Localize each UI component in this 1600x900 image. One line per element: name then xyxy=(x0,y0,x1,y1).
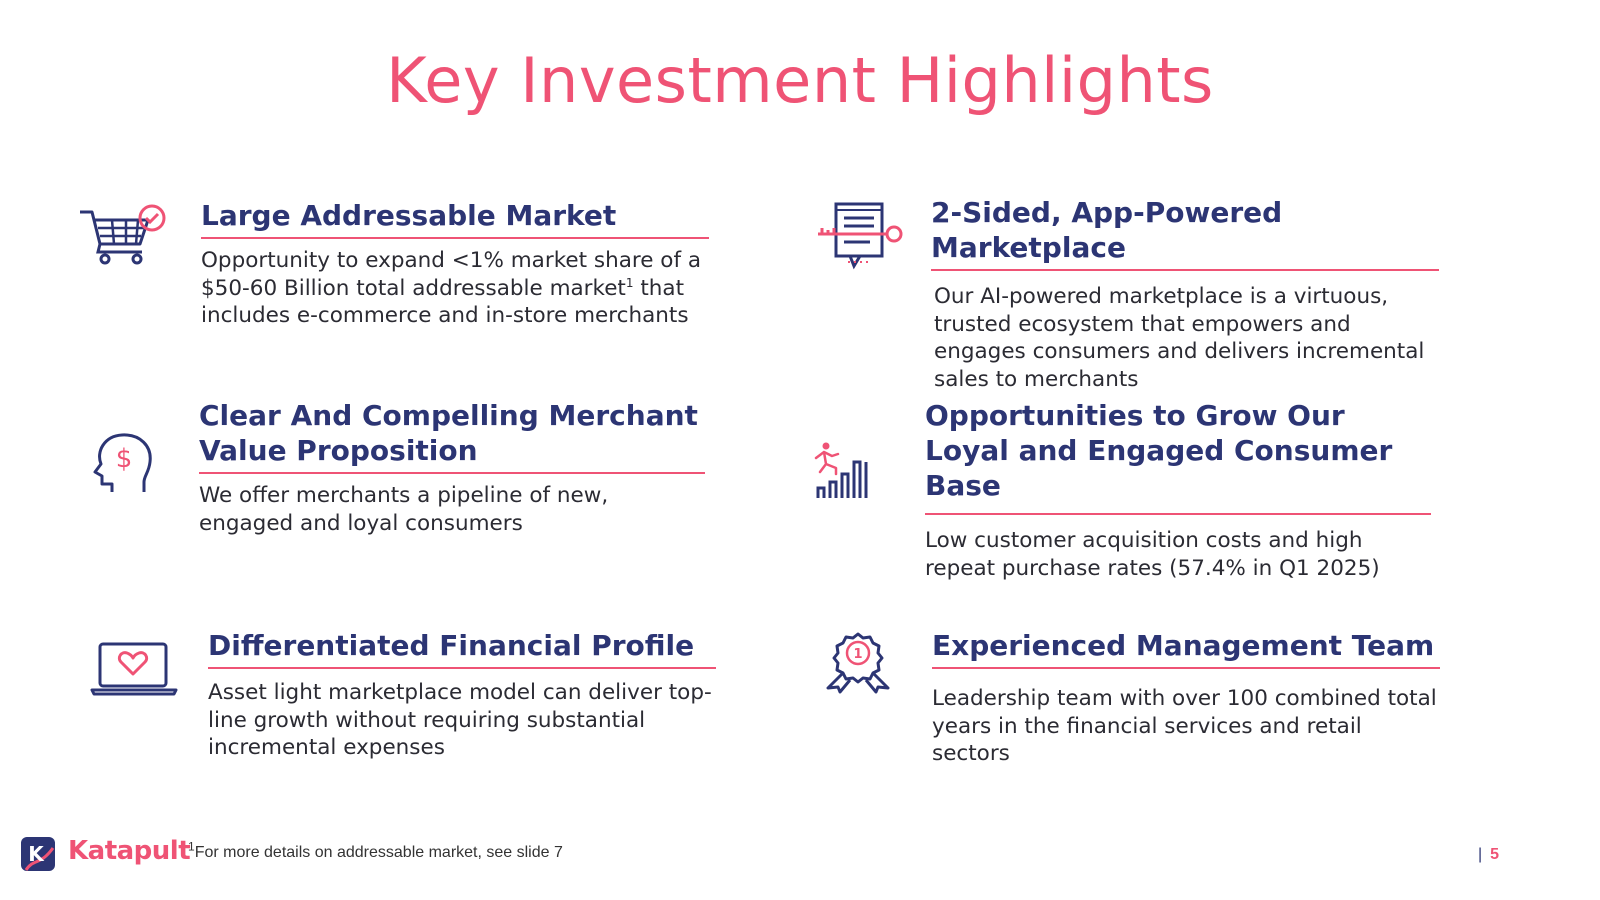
highlight-body: Low customer acquisition costs and high … xyxy=(925,528,1380,581)
body-text: Opportunity to expand <1% market share o… xyxy=(201,248,702,301)
growth-runner-icon xyxy=(812,440,874,502)
highlight-heading: Differentiated Financial Profile xyxy=(208,628,716,669)
body-text: that includes e-commerce and in-store me… xyxy=(201,275,689,329)
highlight-merchant-value-proposition: Clear And Compelling Merchant Value Prop… xyxy=(199,398,705,537)
highlight-body: Our AI-powered marketplace is a virtuous… xyxy=(934,284,1425,392)
footnote-marker: 1 xyxy=(188,839,195,854)
svg-text:$: $ xyxy=(116,444,133,474)
highlight-heading: Experienced Management Team xyxy=(932,628,1440,669)
highlight-body: Leadership team with over 100 combined t… xyxy=(932,686,1437,766)
footnote-text: For more details on addressable market, … xyxy=(194,844,563,861)
laptop-heart-icon xyxy=(90,640,178,696)
highlight-heading: 2-Sided, App-Powered Marketplace xyxy=(931,195,1439,271)
award-ribbon-icon: 1 xyxy=(824,630,892,694)
page-separator: | xyxy=(1478,846,1483,863)
highlight-heading: Large Addressable Market xyxy=(201,198,709,239)
shopping-cart-check-icon xyxy=(78,204,170,266)
page-number-value: 5 xyxy=(1490,846,1500,863)
highlight-management-team: Experienced Management Team Leadership t… xyxy=(932,628,1440,768)
highlight-heading: Opportunities to Grow Our Loyal and Enga… xyxy=(925,398,1431,515)
highlight-two-sided-marketplace: 2-Sided, App-Powered Marketplace Our AI-… xyxy=(931,195,1439,393)
page-number: | 5 xyxy=(1478,846,1499,864)
page-title: Key Investment Highlights xyxy=(386,44,1214,117)
highlight-body: Asset light marketplace model can delive… xyxy=(208,680,712,760)
katapult-logo: K xyxy=(20,836,58,879)
highlight-heading: Clear And Compelling Merchant Value Prop… xyxy=(199,398,705,474)
footnote: 1For more details on addressable market,… xyxy=(188,841,563,862)
document-key-icon xyxy=(814,200,906,270)
logo-letter: K xyxy=(28,842,45,866)
highlight-financial-profile: Differentiated Financial Profile Asset l… xyxy=(208,628,716,762)
highlight-grow-consumer-base: Opportunities to Grow Our Loyal and Enga… xyxy=(925,398,1431,582)
highlight-body: We offer merchants a pipeline of new, en… xyxy=(199,483,609,536)
brand-name: Katapult xyxy=(68,836,191,866)
svg-text:1: 1 xyxy=(853,647,862,662)
highlight-body: Opportunity to expand <1% market share o… xyxy=(201,247,709,330)
footnote-marker: 1 xyxy=(625,275,634,290)
head-dollar-icon: $ xyxy=(90,432,156,496)
highlight-large-addressable-market: Large Addressable Market Opportunity to … xyxy=(201,198,709,330)
